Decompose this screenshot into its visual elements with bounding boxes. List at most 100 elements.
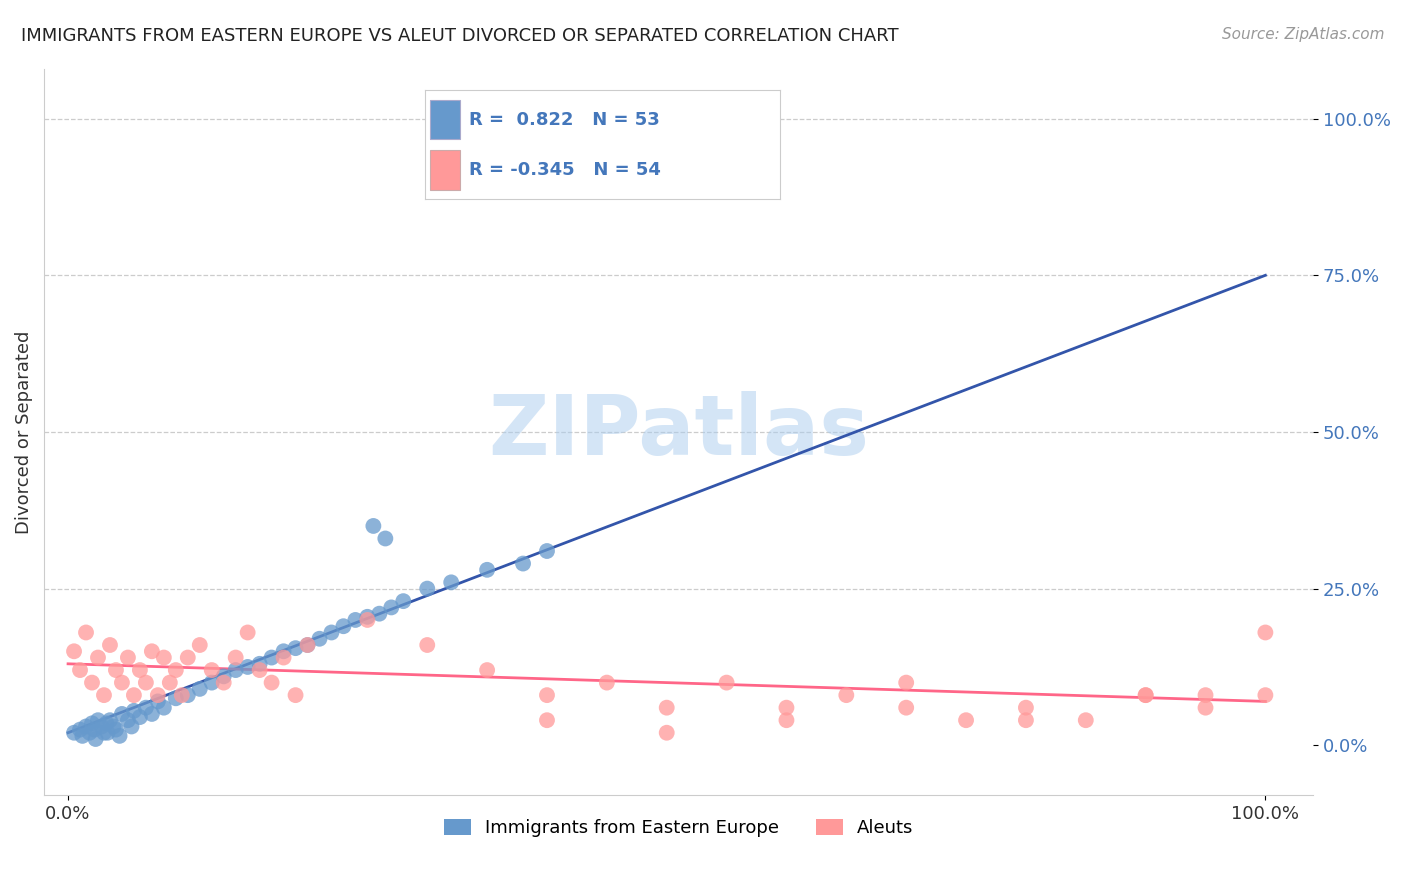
Point <box>596 675 619 690</box>
Point <box>896 700 918 714</box>
Point <box>536 713 558 727</box>
Point <box>1074 713 1097 727</box>
Point <box>97 725 120 739</box>
Point <box>416 582 439 596</box>
Legend: Immigrants from Eastern Europe, Aleuts: Immigrants from Eastern Europe, Aleuts <box>437 812 921 845</box>
Point <box>1015 700 1038 714</box>
Point <box>153 650 176 665</box>
Point <box>188 681 211 696</box>
Point <box>111 675 134 690</box>
Point <box>536 688 558 702</box>
Point <box>75 625 97 640</box>
Point <box>135 700 157 714</box>
Point <box>72 729 94 743</box>
Point <box>122 688 145 702</box>
Point <box>249 657 271 671</box>
Point <box>177 688 200 702</box>
Point <box>75 719 97 733</box>
Point <box>955 713 977 727</box>
Point <box>225 663 247 677</box>
Point <box>90 719 112 733</box>
Point <box>835 688 858 702</box>
Point <box>87 650 110 665</box>
Point <box>83 723 105 737</box>
Point <box>655 725 678 739</box>
Point <box>212 669 235 683</box>
Point <box>356 613 378 627</box>
Point <box>93 725 115 739</box>
Text: ZIPatlas: ZIPatlas <box>488 392 869 473</box>
Point <box>344 613 367 627</box>
Point <box>201 675 224 690</box>
Y-axis label: Divorced or Separated: Divorced or Separated <box>15 330 32 533</box>
Point <box>475 563 498 577</box>
Point <box>380 600 402 615</box>
Point <box>273 644 295 658</box>
Point <box>1015 713 1038 727</box>
Point <box>87 713 110 727</box>
Point <box>297 638 319 652</box>
Point <box>177 650 200 665</box>
Point <box>104 663 127 677</box>
Point <box>93 688 115 702</box>
Point <box>84 731 107 746</box>
Point <box>273 650 295 665</box>
Point <box>117 713 139 727</box>
Point <box>440 575 463 590</box>
Point <box>716 675 738 690</box>
Point <box>363 519 385 533</box>
Point <box>111 706 134 721</box>
Point <box>356 609 378 624</box>
Point <box>69 723 91 737</box>
Point <box>225 650 247 665</box>
Point <box>98 638 121 652</box>
Point <box>332 619 354 633</box>
Point <box>1194 688 1216 702</box>
Point <box>260 675 283 690</box>
Point <box>63 725 86 739</box>
Point <box>512 557 534 571</box>
Point <box>69 663 91 677</box>
Point <box>284 641 307 656</box>
Point <box>188 638 211 652</box>
Point <box>129 710 152 724</box>
Point <box>96 716 118 731</box>
Point <box>249 663 271 677</box>
Point <box>129 663 152 677</box>
Point <box>1254 688 1277 702</box>
Point <box>63 644 86 658</box>
Point <box>98 713 121 727</box>
Point <box>1135 688 1157 702</box>
Point <box>165 691 187 706</box>
Point <box>135 675 157 690</box>
Point <box>108 729 131 743</box>
Point <box>80 716 103 731</box>
Point <box>103 719 125 733</box>
Text: Source: ZipAtlas.com: Source: ZipAtlas.com <box>1222 27 1385 42</box>
Point <box>159 675 181 690</box>
Point <box>236 660 259 674</box>
Point <box>1254 625 1277 640</box>
Point <box>536 544 558 558</box>
Point <box>141 706 163 721</box>
Point <box>284 688 307 702</box>
Point <box>368 607 391 621</box>
Point <box>1135 688 1157 702</box>
Point <box>655 700 678 714</box>
Point <box>1194 700 1216 714</box>
Point <box>146 688 169 702</box>
Point <box>121 719 143 733</box>
Point <box>392 594 415 608</box>
Point <box>165 663 187 677</box>
Point <box>308 632 330 646</box>
Point <box>321 625 343 640</box>
Point <box>104 723 127 737</box>
Point <box>141 644 163 658</box>
Point <box>146 694 169 708</box>
Point <box>79 725 101 739</box>
Point <box>201 663 224 677</box>
Point <box>170 688 193 702</box>
Point <box>212 675 235 690</box>
Point <box>475 663 498 677</box>
Point <box>416 638 439 652</box>
